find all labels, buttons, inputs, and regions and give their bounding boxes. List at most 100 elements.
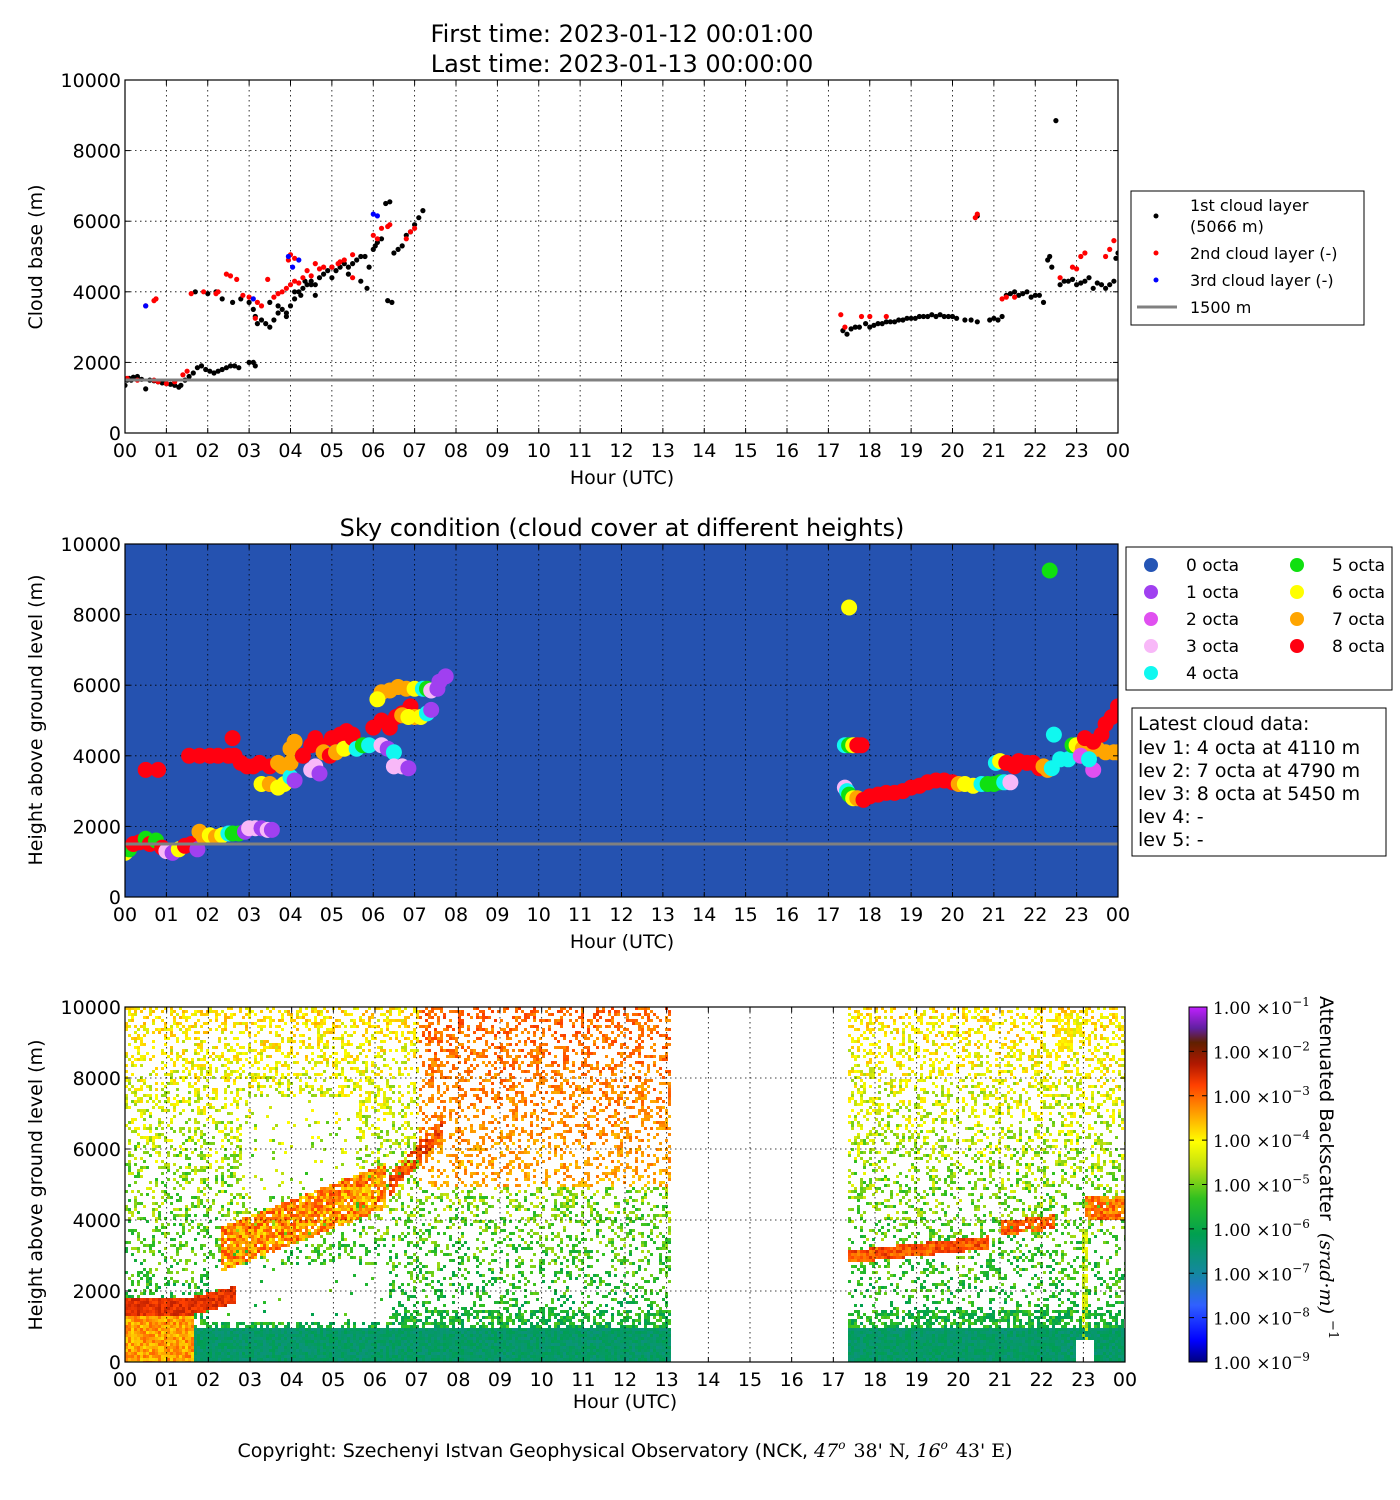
latest-cloud-lev2: lev 2: 7 octa at 4790 m: [1138, 760, 1360, 782]
cloud-base-point: [159, 380, 165, 386]
cloud-base-point: [1078, 280, 1084, 286]
cloud-base-point: [999, 313, 1005, 320]
legend-dot-layer1: [1153, 213, 1159, 219]
plot3-y-tick-labels: 0 2000 4000 6000 8000 10000: [61, 997, 121, 1374]
cloud-base-point: [350, 275, 356, 281]
x-tick-label: 18: [863, 1369, 887, 1391]
cloud-base-point: [385, 298, 391, 304]
cloud-base-point: [1040, 299, 1047, 305]
cloud-base-point: [844, 331, 850, 337]
cloud-base-point: [387, 199, 393, 205]
colorbar-tick-label: 1.00 ×10−4: [1213, 1128, 1310, 1152]
cloud-base-point: [949, 313, 956, 320]
cloud-base-point: [350, 252, 356, 258]
x-tick-label: 00: [113, 1369, 137, 1391]
cloud-base-point: [858, 313, 865, 320]
cloud-base-point: [275, 310, 281, 316]
cloud-base-point: [207, 368, 213, 374]
x-tick-label: 00: [1106, 904, 1130, 926]
cloud-base-point: [374, 239, 380, 245]
cloud-base-point: [296, 280, 302, 286]
x-tick-label: 02: [196, 1369, 220, 1391]
cloud-base-point: [296, 257, 302, 263]
y-tick-label: 10000: [61, 997, 121, 1019]
cloud-base-point: [254, 321, 260, 327]
cloud-base-point: [883, 319, 889, 325]
cloud-base-point: [279, 289, 285, 295]
cloud-base-point: [190, 370, 196, 376]
x-tick-label: 12: [609, 440, 633, 462]
x-tick-label: 22: [1023, 904, 1047, 926]
cloud-base-point: [987, 317, 993, 323]
cloud-base-point: [887, 319, 894, 325]
plot2-y-tick-labels: 0 2000 4000 6000 8000 10000: [61, 534, 121, 909]
octa-legend-swatch: [1290, 558, 1304, 572]
y-tick-label: 2000: [73, 1281, 121, 1303]
cloud-base-point: [252, 315, 258, 321]
x-tick-label: 04: [278, 440, 302, 462]
octa-legend: 0 octa 1 octa 2 octa 3 octa 4 octa 5 octa 6 oc…: [1125, 546, 1393, 691]
x-tick-label: 05: [320, 904, 344, 926]
cloud-base-point: [312, 282, 318, 288]
x-tick-label: 04: [278, 904, 302, 926]
cloud-base-point: [954, 315, 960, 321]
cloud-base-point: [892, 319, 898, 325]
x-tick-label: 05: [320, 440, 344, 462]
x-tick-label: 02: [196, 904, 220, 926]
cloud-base-point: [300, 285, 306, 291]
octa-legend-label: 6 octa: [1332, 583, 1385, 603]
plot1-y-label: Cloud base (m): [25, 185, 47, 330]
cloud-base-point: [933, 313, 939, 320]
cloud-base-point: [203, 366, 209, 373]
cloud-base-point: [1065, 278, 1071, 284]
cloud-base-point: [937, 312, 943, 318]
cloud-base-point: [412, 222, 418, 228]
cloud-base-point: [1024, 289, 1030, 295]
y-tick-label: 4000: [73, 282, 121, 304]
cloud-base-point: [134, 373, 140, 380]
cloud-base-point: [308, 273, 314, 279]
x-tick-label: 00: [1106, 440, 1130, 462]
cloud-base-point: [1047, 253, 1053, 260]
legend-dot-layer2: [1153, 250, 1159, 256]
cloud-base-point: [1115, 250, 1118, 256]
sky-condition-point: [1002, 774, 1019, 791]
cloud-base-point: [143, 386, 149, 392]
y-tick-label: 10000: [61, 534, 121, 556]
octa-legend-label: 1 octa: [1186, 583, 1239, 603]
cloud-base-point: [345, 264, 351, 270]
cloud-base-point: [308, 282, 314, 288]
cloud-base-point: [1007, 291, 1014, 297]
cloud-base-point: [896, 317, 902, 323]
y-tick-label: 0: [109, 423, 121, 445]
octa-legend-swatch: [1144, 666, 1158, 680]
cloud-base-point: [215, 368, 221, 374]
latest-cloud-lev4: lev 4: -: [1138, 806, 1204, 828]
sky-condition-point: [423, 701, 440, 718]
cloud-base-point: [279, 306, 285, 312]
sky-condition-point: [311, 765, 328, 782]
y-tick-label: 8000: [73, 1068, 121, 1090]
cloud-base-point: [999, 296, 1005, 302]
x-tick-label: 07: [405, 1369, 429, 1391]
cloud-base-point: [333, 268, 339, 274]
legend-label-ref: 1500 m: [1190, 298, 1251, 317]
x-tick-label: 21: [982, 904, 1006, 926]
cloud-base-point: [374, 236, 380, 242]
x-tick-label: 04: [280, 1369, 304, 1391]
sky-condition-plot: Sky condition (cloud cover at different …: [25, 514, 1393, 953]
x-tick-label: 17: [816, 440, 840, 462]
cloud-base-point: [184, 368, 190, 374]
sky-condition-point: [286, 733, 303, 750]
cloud-base-point: [219, 366, 225, 373]
cloud-base-point: [335, 261, 341, 267]
x-tick-label: 15: [734, 440, 758, 462]
cloud-base-point: [399, 243, 405, 249]
backscatter-heatmap: [125, 1007, 1125, 1362]
cloud-base-point: [180, 372, 186, 378]
cloud-base-point: [271, 294, 277, 300]
cloud-base-point: [1094, 280, 1100, 286]
cloud-base-point: [929, 312, 935, 318]
sky-condition-point: [369, 691, 386, 708]
colorbar-tick-label: 1.00 ×10−9: [1213, 1350, 1310, 1374]
